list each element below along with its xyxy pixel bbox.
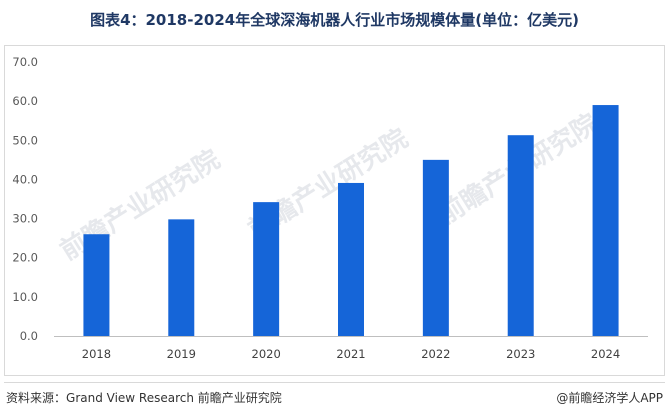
chart-frame: [4, 45, 665, 376]
x-tick-label-2023: 2023: [506, 347, 535, 361]
y-tick-label-4: 40.0: [12, 172, 38, 186]
bar-2018: [83, 234, 110, 336]
bar-2021: [338, 182, 364, 336]
bar-2024: [592, 105, 619, 336]
source-text: Grand View Research 前瞻产业研究院: [66, 391, 282, 405]
bar-2022: [422, 159, 449, 336]
source-label: 资料来源：: [6, 391, 67, 405]
x-tick-label-2024: 2024: [591, 347, 620, 361]
y-tick-label-5: 50.0: [12, 133, 38, 147]
x-axis-labels: 2018 2019 2020 2021 2022 2023 2024: [82, 347, 620, 361]
x-tick-label-2018: 2018: [82, 347, 111, 361]
chart-title: 图表4：2018-2024年全球深海机器人行业市场规模体量(单位：亿美元): [90, 11, 579, 29]
x-tick-label-2022: 2022: [421, 347, 450, 361]
bar-2020: [253, 202, 280, 336]
y-tick-label-6: 60.0: [12, 94, 38, 108]
y-axis: 0.0 10.0 20.0 30.0 40.0 50.0 60.0 70.0: [12, 55, 38, 343]
bars: [83, 105, 619, 336]
brand-credit: @前瞻经济学人APP: [556, 391, 663, 405]
bar-2019: [168, 219, 195, 336]
y-tick-label-7: 70.0: [12, 55, 38, 69]
y-tick-label-2: 20.0: [12, 251, 38, 265]
y-tick-label-0: 0.0: [20, 329, 38, 343]
x-tick-label-2020: 2020: [252, 347, 281, 361]
footer-divider: [4, 382, 665, 383]
bar-2023: [507, 135, 534, 336]
x-tick-label-2019: 2019: [167, 347, 196, 361]
y-tick-label-3: 30.0: [12, 212, 38, 226]
source-note: 资料来源：Grand View Research 前瞻产业研究院: [6, 389, 282, 406]
x-tick-label-2021: 2021: [336, 347, 365, 361]
y-tick-label-1: 10.0: [12, 290, 38, 304]
